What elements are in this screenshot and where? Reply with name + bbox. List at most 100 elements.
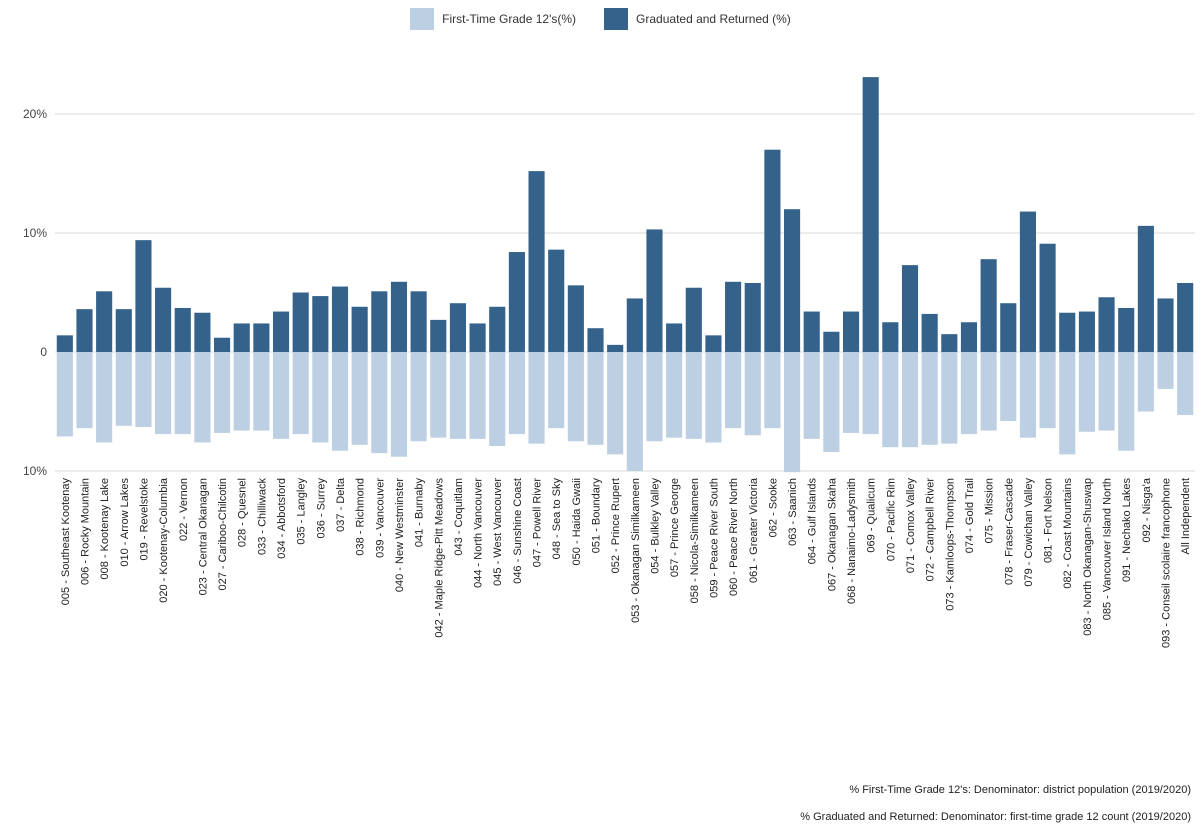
x-tick-label: 051 - Boundary [591, 478, 603, 554]
x-tick-label: 059 - Peace River South [708, 478, 720, 598]
bar-graduated [744, 282, 761, 352]
y-tick-label: 0 [40, 345, 47, 359]
bar-first-time [626, 352, 643, 471]
bar-first-time [155, 352, 172, 435]
x-tick-label: 057 - Prince George [669, 478, 681, 577]
bar-first-time [784, 352, 801, 473]
bar-first-time [430, 352, 447, 438]
bar-first-time [371, 352, 388, 454]
legend-label-first-time: First-Time Grade 12's(%) [442, 12, 577, 26]
bar-first-time [56, 352, 73, 437]
bar-graduated [272, 311, 290, 352]
bar-graduated [351, 306, 368, 352]
bar-first-time [587, 352, 604, 445]
bar-graduated [567, 285, 584, 352]
bar-graduated [115, 309, 132, 352]
bar-first-time [96, 352, 113, 443]
bar-first-time [842, 352, 860, 433]
bar-first-time [744, 352, 761, 436]
bar-first-time [1118, 352, 1135, 451]
bar-graduated [292, 292, 309, 352]
x-tick-label: 052 - Prince Rupert [610, 478, 622, 573]
x-tick-label: 045 - West Vancouver [492, 478, 504, 586]
bar-first-time [921, 352, 938, 445]
x-tick-label: 093 - Conseil scolaire francophone [1161, 478, 1173, 648]
bar-graduated [1078, 311, 1095, 352]
x-tick-label: 074 - Gold Trail [964, 478, 976, 553]
bar-first-time [685, 352, 702, 439]
legend-item-first-time: First-Time Grade 12's(%) [410, 8, 576, 30]
x-tick-label: 023 - Central Okanagan [197, 478, 209, 595]
x-tick-label: 062 - Sooke [767, 478, 779, 537]
x-tick-label: 073 - Kamloops-Thompson [944, 478, 956, 611]
bar-first-time [233, 352, 250, 431]
bar-graduated [1177, 282, 1194, 352]
bar-first-time [548, 352, 565, 429]
bar-first-time [882, 352, 899, 448]
x-tick-label: 005 - Southeast Kootenay [60, 478, 72, 606]
bar-first-time [410, 352, 427, 442]
bar-graduated [410, 291, 427, 352]
bar-first-time [705, 352, 722, 443]
x-tick-label: 063 - Saanich [787, 478, 799, 546]
bar-graduated [430, 319, 447, 352]
x-tick-label: 028 - Quesnel [237, 478, 249, 547]
bar-graduated [489, 306, 506, 352]
x-tick-label: 047 - Powell River [532, 478, 544, 568]
bar-graduated [941, 334, 958, 352]
x-tick-label: 046 - Sunshine Coast [512, 478, 524, 584]
bar-graduated [96, 291, 113, 352]
x-tick-label: 019 - Revelstoke [138, 478, 150, 561]
bar-first-time [803, 352, 820, 439]
bar-first-time [1019, 352, 1036, 438]
bar-first-time [508, 352, 525, 435]
bar-graduated [1000, 303, 1017, 352]
bar-graduated [685, 287, 702, 352]
bar-graduated [371, 291, 388, 352]
x-tick-label: 060 - Peace River North [728, 478, 740, 596]
x-tick-label: 050 - Haida Gwaii [571, 478, 583, 565]
legend-swatch-graduated [604, 8, 629, 30]
bar-first-time [214, 352, 231, 433]
bar-first-time [272, 352, 290, 439]
x-tick-label: 022 - Vernon [178, 478, 190, 541]
legend: First-Time Grade 12's(%) Graduated and R… [0, 8, 1201, 30]
bar-graduated [1137, 225, 1154, 352]
x-tick-label: 053 - Okanagan Similkameen [630, 478, 642, 623]
bar-graduated [960, 322, 978, 352]
bar-graduated [842, 311, 860, 352]
bar-graduated [449, 303, 466, 352]
x-tick-label: 054 - Bulkley Valley [649, 478, 661, 574]
x-tick-label: 006 - Rocky Mountain [79, 478, 91, 585]
bar-graduated [174, 307, 191, 352]
bar-graduated [666, 323, 683, 352]
x-tick-label: 038 - Richmond [355, 478, 367, 556]
x-tick-label: 037 - Delta [335, 477, 347, 532]
bar-graduated [764, 149, 781, 352]
bar-first-time [76, 352, 93, 429]
bar-graduated [646, 229, 663, 352]
bar-graduated [705, 335, 722, 352]
bar-graduated [312, 296, 329, 352]
bar-graduated [528, 171, 545, 352]
bar-first-time [1039, 352, 1056, 429]
x-tick-label: 044 - North Vancouver [473, 478, 485, 588]
bar-first-time [725, 352, 742, 429]
x-tick-label: 048 - Sea to Sky [551, 478, 563, 560]
bar-graduated [1098, 297, 1115, 352]
bar-first-time [960, 352, 978, 435]
x-tick-label: 091 - Nechako Lakes [1121, 478, 1133, 582]
legend-swatch-first-time [410, 8, 435, 30]
x-tick-label: 020 - Kootenay-Columbia [158, 477, 170, 603]
x-tick-label: 092 - Nisga'a [1141, 477, 1153, 542]
x-tick-label: 036 - Surrey [315, 478, 327, 539]
x-tick-label: 041 - Burnaby [414, 478, 426, 548]
bar-graduated [1059, 312, 1076, 352]
x-tick-label: 071 - Comox Valley [905, 478, 917, 574]
bar-first-time [312, 352, 329, 443]
bar-first-time [1000, 352, 1017, 422]
bar-graduated [469, 323, 486, 352]
x-tick-label: 072 - Campbell River [925, 478, 937, 582]
bar-first-time [567, 352, 584, 442]
bar-first-time [331, 352, 349, 451]
